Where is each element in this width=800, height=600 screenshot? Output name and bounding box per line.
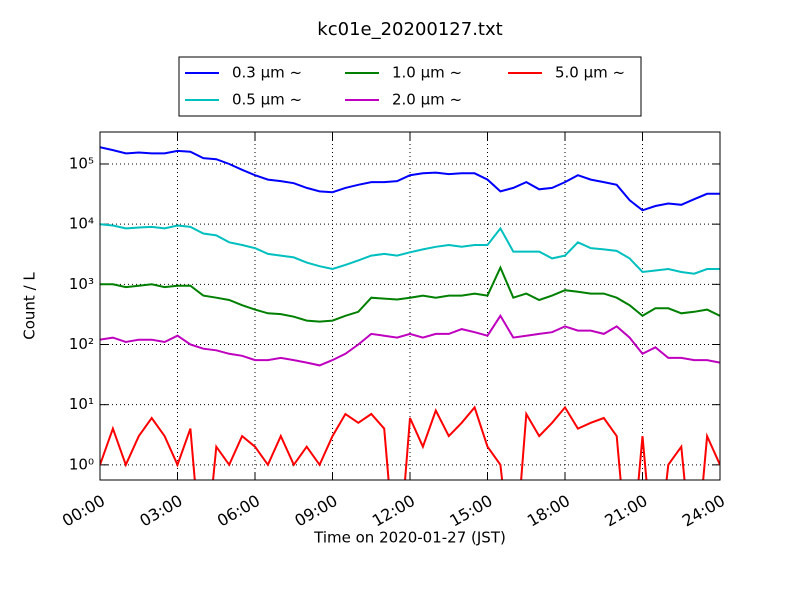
- legend-label: 5.0 µm ~: [555, 64, 625, 82]
- data-line: [100, 223, 720, 275]
- plot-area: [100, 146, 720, 480]
- data-line: [100, 265, 720, 323]
- y-tick-label: 10²: [69, 335, 94, 353]
- legend-label: 1.0 µm ~: [392, 64, 462, 82]
- y-tick-label: 10⁴: [69, 215, 94, 233]
- x-axis-label: Time on 2020-01-27 (JST): [313, 529, 506, 547]
- y-tick-label: 10⁵: [69, 154, 94, 172]
- legend-box: [178, 56, 642, 117]
- data-line: [100, 405, 720, 480]
- data-line: [100, 146, 720, 212]
- legend-label: 0.5 µm ~: [232, 91, 302, 109]
- data-line: [100, 313, 720, 367]
- legend-label: 0.3 µm ~: [232, 64, 302, 82]
- y-tick-label: 10⁰: [69, 455, 94, 473]
- y-tick-label: 10¹: [69, 395, 94, 413]
- y-axis-label: Count / L: [21, 272, 39, 340]
- plot-frame: [99, 131, 721, 481]
- legend-label: 2.0 µm ~: [392, 91, 462, 109]
- chart-title: kc01e_20200127.txt: [317, 19, 502, 40]
- y-tick-label: 10³: [69, 275, 94, 293]
